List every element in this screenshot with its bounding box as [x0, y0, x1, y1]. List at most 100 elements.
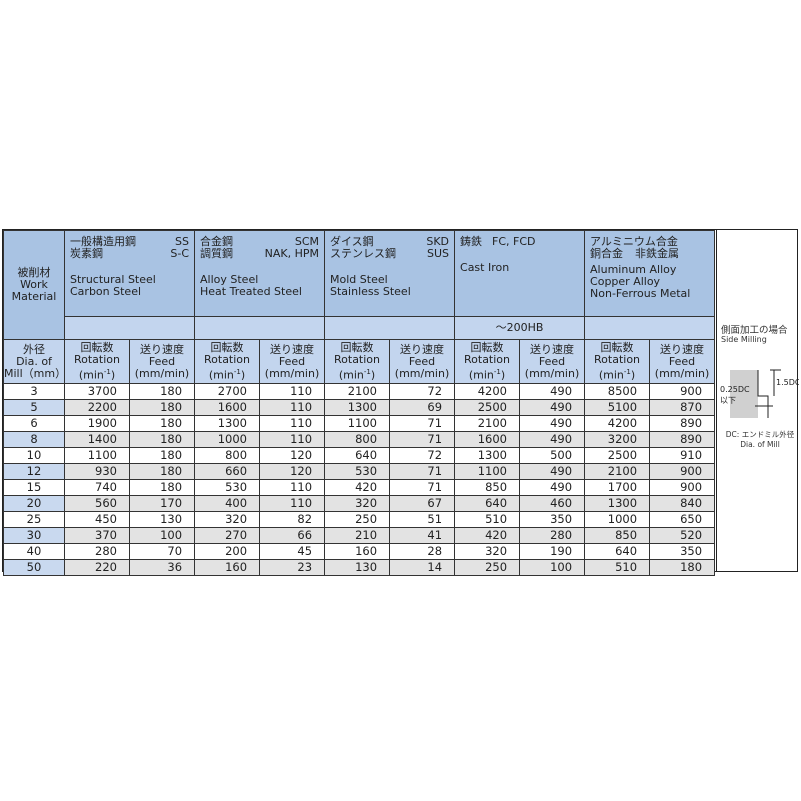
label: Structural Steel: [70, 273, 156, 286]
feed-cell: 120: [259, 447, 326, 464]
rotation-cell: 510: [454, 511, 521, 528]
rotation-cell: 2100: [584, 463, 651, 480]
dia-cell: 10: [3, 447, 65, 464]
unit: (min: [208, 368, 234, 382]
grade-code: SCM: [294, 235, 320, 248]
rotation-cell: 2200: [64, 399, 130, 416]
dia-cell: 3: [3, 383, 65, 400]
rotation-cell: 270: [194, 527, 261, 544]
rotation-cell: 930: [64, 463, 130, 480]
table-row: 8 1400 180 1000 110 800 71 1600 490 3200 890: [3, 431, 716, 448]
unit-exp: -1: [623, 367, 631, 376]
workpiece-shape: [730, 370, 758, 418]
rotation-cell: 510: [584, 559, 651, 576]
side-milling-panel: 側面加工の場合 Side Milling 1.5DC 0.25DC 以下 DC:…: [716, 230, 799, 571]
unit: (min-1): [325, 366, 389, 382]
label: 回転数: [600, 340, 634, 354]
unit: (min: [338, 368, 364, 382]
unit: (min: [78, 368, 104, 382]
rotation-cell: 320: [324, 495, 391, 512]
feed-cell: 890: [649, 431, 716, 448]
feed-cell: 180: [128, 447, 196, 464]
unit: ): [240, 368, 246, 382]
rotation-cell: 1300: [324, 399, 391, 416]
rotation-cell: 250: [454, 559, 521, 576]
rotation-cell: 850: [454, 479, 521, 496]
label: Rotation: [464, 352, 511, 366]
rotation-header: 回転数 Rotation (min-1): [64, 339, 130, 384]
rotation-cell: 160: [324, 543, 391, 560]
rotation-cell: 400: [194, 495, 261, 512]
rotation-cell: 800: [324, 431, 391, 448]
feed-cell: 180: [128, 463, 196, 480]
label: Stainless Steel: [330, 285, 411, 298]
feed-cell: 180: [128, 479, 196, 496]
dc-note: DC: エンドミル外径 Dia. of Mill: [722, 430, 798, 450]
rotation-header: 回転数 Rotation (min-1): [584, 339, 651, 384]
width-label: 0.25DC: [720, 385, 750, 394]
jp-name: 合金鋼: [200, 235, 234, 248]
feed-cell: 490: [519, 463, 586, 480]
rotation-cell: 2500: [584, 447, 651, 464]
jp-name: ステンレス鋼: [330, 247, 397, 260]
label: Copper Alloy: [590, 275, 661, 288]
label: Mold Steel: [330, 273, 388, 286]
label: Feed: [668, 354, 696, 368]
label: (mm/min): [134, 366, 190, 380]
label: Heat Treated Steel: [200, 285, 302, 298]
label: Material: [11, 290, 57, 303]
label: Feed: [538, 354, 566, 368]
feed-cell: 45: [259, 543, 326, 560]
feed-cell: 190: [519, 543, 586, 560]
label: Rotation: [204, 352, 251, 366]
rotation-cell: 640: [324, 447, 391, 464]
material-group-header: ダイス鋼 SKD ステンレス鋼 SUS Mold Steel Stainless Stee…: [324, 230, 456, 317]
jp-name: 鋳鉄: [460, 235, 483, 248]
feed-cell: 900: [649, 479, 716, 496]
hardness-cell: [324, 316, 456, 340]
rotation-cell: 740: [64, 479, 130, 496]
feed-cell: 500: [519, 447, 586, 464]
rotation-cell: 2100: [454, 415, 521, 432]
rotation-cell: 320: [194, 511, 261, 528]
rotation-cell: 130: [324, 559, 391, 576]
jp-line-2: 銅合金 非鉄金属: [590, 248, 709, 260]
label: 外径: [23, 342, 45, 356]
rotation-header: 回転数 Rotation (min-1): [194, 339, 261, 384]
mill-outline: [757, 370, 769, 418]
data-table: 被削材 Work Material 一般構造用鋼 SS 炭素鋼 S-C Structur…: [3, 230, 716, 576]
unit-exp: -1: [363, 367, 371, 376]
feed-header: 送り速度 Feed (mm/min): [128, 339, 196, 384]
feed-cell: 110: [259, 479, 326, 496]
jp-name: 調質鋼: [200, 247, 234, 260]
rotation-cell: 320: [454, 543, 521, 560]
label: Rotation: [594, 352, 641, 366]
label: Feed: [408, 354, 436, 368]
table-row: 40 280 70 200 45 160 28 320 190 640 350: [3, 543, 716, 560]
hardness-cell: ～200HB: [454, 316, 586, 340]
rotation-cell: 200: [194, 543, 261, 560]
label: Dia. of: [16, 354, 52, 368]
feed-cell: 180: [649, 559, 716, 576]
side-title: 側面加工の場合: [721, 325, 788, 336]
label: 回転数: [210, 340, 244, 354]
rotation-cell: 2700: [194, 383, 261, 400]
material-group-header: 一般構造用鋼 SS 炭素鋼 S-C Structural Steel Carbon Ste…: [63, 230, 196, 317]
feed-cell: 900: [649, 463, 716, 480]
grade-code: SUS: [426, 247, 450, 260]
feed-cell: 490: [519, 399, 586, 416]
dia-cell: 40: [3, 543, 65, 560]
rotation-cell: 1400: [64, 431, 130, 448]
hardness-cell: [584, 316, 716, 340]
grade-code: NAK, HPM: [264, 247, 320, 260]
label: 送り速度: [530, 342, 575, 356]
table-row: 15 740 180 530 110 420 71 850 490 1700 900: [3, 479, 716, 496]
jp-line-2: ステンレス鋼 SUS: [330, 248, 449, 260]
feed-cell: 900: [649, 383, 716, 400]
rotation-cell: 1100: [324, 415, 391, 432]
rotation-cell: 450: [64, 511, 130, 528]
feed-cell: 71: [389, 479, 456, 496]
feed-cell: 69: [389, 399, 456, 416]
label: Rotation: [334, 352, 381, 366]
rotation-cell: 210: [324, 527, 391, 544]
